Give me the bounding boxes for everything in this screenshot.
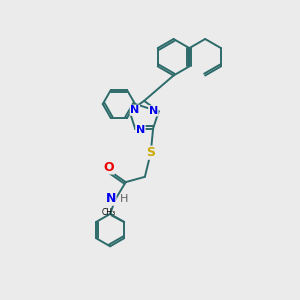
Text: N: N xyxy=(130,105,140,115)
Text: N: N xyxy=(106,192,116,205)
Text: N: N xyxy=(136,125,145,135)
Text: H: H xyxy=(119,194,128,204)
Text: S: S xyxy=(146,146,155,159)
Text: N: N xyxy=(149,106,158,116)
Text: CH₃: CH₃ xyxy=(102,208,116,217)
Text: O: O xyxy=(103,161,114,174)
